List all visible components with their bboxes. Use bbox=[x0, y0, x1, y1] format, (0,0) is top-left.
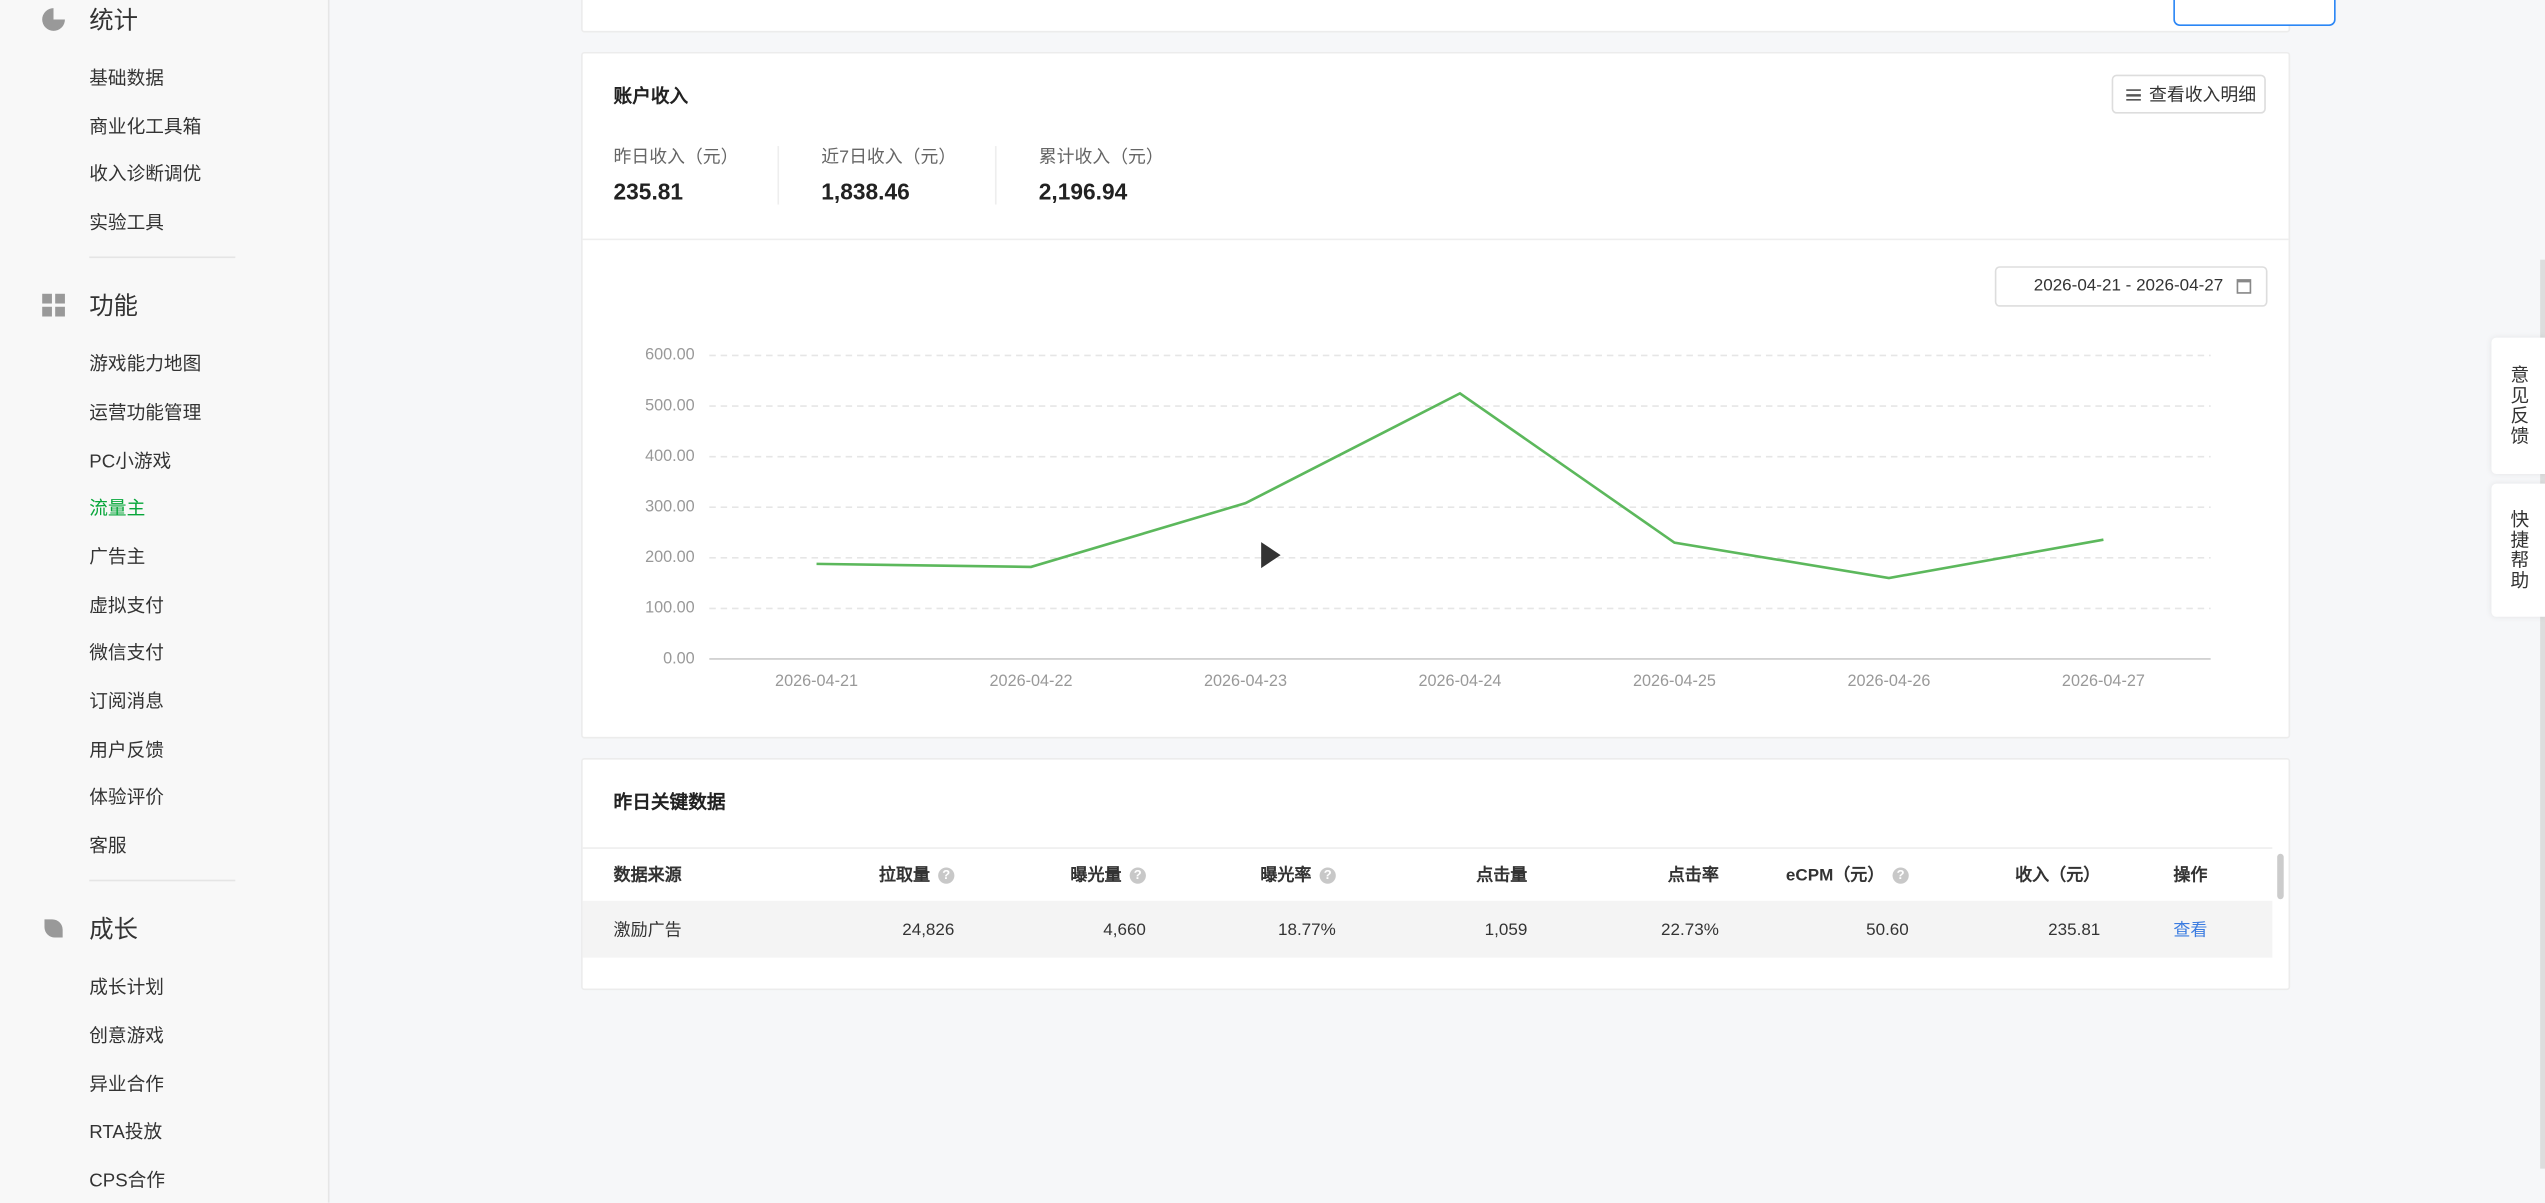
table-cell: 235.81 bbox=[2048, 920, 2101, 940]
table-header-cell: 点击量 bbox=[1476, 863, 1527, 887]
section-icon bbox=[42, 8, 65, 31]
detail-button-label: 查看收入明细 bbox=[2148, 86, 2257, 106]
table-header-cell: 数据来源 bbox=[614, 863, 682, 887]
stat-label: 近7日收入（元） bbox=[821, 147, 957, 168]
nav-item[interactable]: 广告主 bbox=[89, 548, 146, 568]
table-cell: 激励广告 bbox=[613, 921, 682, 941]
nav-item[interactable]: 基础数据 bbox=[89, 69, 164, 90]
nav-item[interactable]: 成长计划 bbox=[89, 978, 164, 999]
side-button[interactable]: 快捷帮助 bbox=[2491, 483, 2545, 617]
column-label: 数据来源 bbox=[613, 865, 682, 886]
menu-icon bbox=[2126, 89, 2141, 101]
stat-divider bbox=[777, 146, 780, 205]
table-cell: 18.77% bbox=[1277, 920, 1336, 940]
help-icon: ? bbox=[1319, 867, 1336, 885]
section-icon bbox=[42, 293, 65, 317]
side-button[interactable]: 意见反馈 bbox=[2491, 337, 2545, 474]
section-title: 功能 bbox=[89, 293, 138, 321]
table-header-bg bbox=[582, 847, 2273, 849]
nav-item[interactable]: 游戏能力地图 bbox=[89, 355, 202, 376]
column-label: eCPM（元） bbox=[1785, 865, 1885, 886]
column-label: 点击量 bbox=[1476, 865, 1528, 886]
table-header-cell: 收入（元） bbox=[2015, 863, 2100, 887]
table-cell: 1,059 bbox=[1484, 920, 1528, 940]
help-icon: ? bbox=[1892, 867, 1909, 885]
column-label: 曝光量 bbox=[1070, 865, 1122, 886]
separator bbox=[89, 256, 236, 259]
table-header-cell: 曝光率? bbox=[1260, 863, 1336, 887]
divider bbox=[582, 238, 2289, 241]
nav-item[interactable]: 收入诊断调优 bbox=[89, 166, 202, 186]
nav-item[interactable]: 创意游戏 bbox=[89, 1027, 164, 1047]
table-header-cell: eCPM（元）? bbox=[1786, 863, 1909, 887]
table-cell: 24,826 bbox=[902, 920, 955, 940]
stat-value: 235.81 bbox=[613, 178, 684, 205]
upload-button[interactable] bbox=[2173, 0, 2336, 26]
nav-item[interactable]: RTA投放 bbox=[89, 1123, 163, 1143]
calendar-icon bbox=[2236, 279, 2252, 294]
nav-item[interactable]: 订阅消息 bbox=[89, 693, 164, 713]
nav-item[interactable]: 异业合作 bbox=[89, 1075, 164, 1095]
column-label: 拉取量 bbox=[878, 865, 931, 886]
date-range: 2026-04-21 - 2026-04-27 bbox=[2033, 275, 2224, 296]
scrollbar bbox=[2277, 853, 2284, 900]
nav-item[interactable]: 微信支付 bbox=[89, 644, 164, 665]
income-card: 账户收入 查看收入明细昨日收入（元） 235.81 近7日收入（元） 1,838.46 累… bbox=[581, 51, 2291, 739]
column-label: 点击率 bbox=[1667, 865, 1719, 886]
nav-item[interactable]: 用户反馈 bbox=[89, 741, 164, 761]
table-row-bg bbox=[582, 900, 2273, 958]
table-header-cell: 点击率 bbox=[1668, 863, 1719, 887]
help-icon: ? bbox=[1129, 867, 1146, 885]
section-title: 统计 bbox=[89, 7, 138, 35]
nav-item[interactable]: 商业化工具箱 bbox=[89, 117, 202, 138]
nav-item[interactable]: 流量主 bbox=[89, 500, 146, 520]
page-scrollbar bbox=[2540, 259, 2545, 1169]
nav-item[interactable]: 实验工具 bbox=[89, 214, 164, 234]
sidebar: 统计基础数据商业化工具箱 收入诊断调优 实验工具功能游戏能力地图 运营功能管理 PC小游… bbox=[0, 0, 330, 1203]
detail-button[interactable]: 查看收入明细 bbox=[2111, 74, 2266, 114]
stat-label: 累计收入（元） bbox=[1038, 147, 1164, 168]
stat-label: 昨日收入（元） bbox=[613, 147, 739, 168]
separator bbox=[89, 879, 236, 882]
date-picker[interactable]: 2026-04-21 - 2026-04-27 bbox=[1994, 266, 2268, 307]
nav-item[interactable]: PC小游戏 bbox=[89, 452, 172, 472]
table-cell: 50.60 bbox=[1866, 920, 1909, 940]
nav-item[interactable]: 客服 bbox=[89, 837, 127, 858]
nav-item[interactable]: CPS合作 bbox=[89, 1171, 165, 1192]
section-title: 成长 bbox=[89, 916, 138, 944]
table-header-cell: 曝光量? bbox=[1070, 863, 1146, 887]
nav-item[interactable]: 体验评价 bbox=[89, 789, 164, 809]
table-cell[interactable]: 查看 bbox=[2173, 921, 2208, 941]
card-title: 账户收入 bbox=[613, 87, 689, 108]
card-title: 昨日关键数据 bbox=[613, 793, 726, 814]
table-cell: 22.73% bbox=[1661, 920, 1719, 940]
nav-item[interactable]: 运营功能管理 bbox=[89, 403, 202, 424]
column-label: 操作 bbox=[2173, 865, 2208, 886]
table-header-cell: 操作 bbox=[2173, 863, 2207, 887]
column-label: 曝光率 bbox=[1260, 865, 1312, 886]
stat-value: 2,196.94 bbox=[1038, 178, 1128, 205]
help-icon: ? bbox=[938, 867, 955, 885]
stat-value: 1,838.46 bbox=[821, 178, 910, 205]
stat-divider bbox=[994, 146, 997, 205]
nav-item[interactable]: 虚拟支付 bbox=[89, 596, 164, 617]
table-header-cell: 拉取量? bbox=[878, 863, 955, 887]
key-data-card: 昨日关键数据 数据来源激励广告 拉取量? 24,826 曝光量? 4,660 曝光率? 18.… bbox=[581, 757, 2291, 991]
table-cell: 4,660 bbox=[1103, 920, 1146, 940]
section-icon bbox=[44, 919, 63, 938]
top-card bbox=[581, 0, 2291, 33]
column-label: 收入（元） bbox=[2015, 865, 2101, 886]
